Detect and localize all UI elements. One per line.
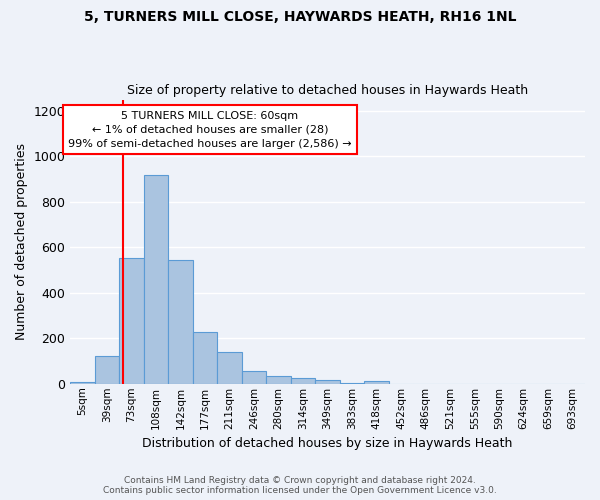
Bar: [119, 258, 144, 384]
Text: 5 TURNERS MILL CLOSE: 60sqm
← 1% of detached houses are smaller (28)
99% of semi: 5 TURNERS MILL CLOSE: 60sqm ← 1% of deta…: [68, 111, 352, 149]
Title: Size of property relative to detached houses in Haywards Heath: Size of property relative to detached ho…: [127, 84, 528, 97]
Bar: [70, 382, 95, 384]
Text: Contains HM Land Registry data © Crown copyright and database right 2024.
Contai: Contains HM Land Registry data © Crown c…: [103, 476, 497, 495]
Y-axis label: Number of detached properties: Number of detached properties: [15, 143, 28, 340]
Bar: [242, 370, 266, 384]
Bar: [340, 382, 364, 384]
X-axis label: Distribution of detached houses by size in Haywards Heath: Distribution of detached houses by size …: [142, 437, 513, 450]
Text: 5, TURNERS MILL CLOSE, HAYWARDS HEATH, RH16 1NL: 5, TURNERS MILL CLOSE, HAYWARDS HEATH, R…: [84, 10, 516, 24]
Bar: [316, 380, 340, 384]
Bar: [291, 378, 316, 384]
Bar: [266, 376, 291, 384]
Bar: [169, 260, 193, 384]
Bar: [217, 352, 242, 384]
Bar: [144, 174, 169, 384]
Bar: [364, 382, 389, 384]
Bar: [193, 332, 217, 384]
Bar: [95, 356, 119, 384]
